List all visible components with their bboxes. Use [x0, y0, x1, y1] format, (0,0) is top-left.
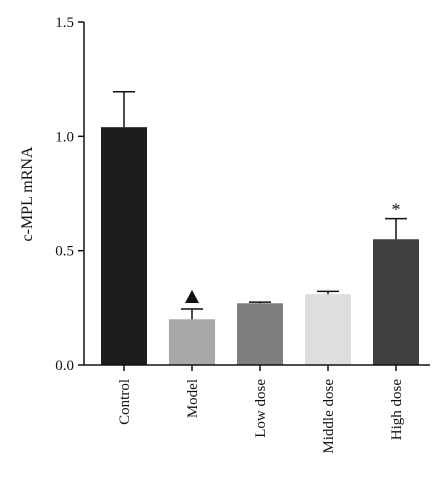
bar-low-dose: [237, 303, 283, 365]
error-bar-middle-dose: [317, 290, 339, 295]
bar-model: [169, 319, 215, 365]
bar-high-dose: [373, 239, 419, 365]
error-bar-model: [181, 308, 203, 320]
x-axis: Control Model Low dose Middle dose High dose: [84, 364, 430, 454]
significance-asterisk: *: [392, 200, 401, 220]
x-tick-label: Middle dose: [321, 379, 337, 454]
error-bar-high-dose: [385, 217, 407, 240]
significance-markers-group: *: [185, 200, 401, 303]
y-axis: 0.0 0.5 1.0 1.5: [55, 15, 85, 374]
error-bars-group: [113, 90, 407, 320]
x-tick-label: High dose: [389, 379, 405, 441]
y-tick-label: 1.0: [55, 129, 74, 145]
x-tick-label: Low dose: [253, 379, 269, 438]
y-tick-label: 1.5: [55, 15, 74, 31]
bars-group: [101, 127, 419, 365]
error-bar-control: [113, 90, 135, 128]
bar-middle-dose: [305, 294, 351, 365]
y-tick-label: 0.0: [55, 358, 74, 374]
error-bar-low-dose: [249, 301, 271, 304]
y-axis-label: c-MPL mRNA: [19, 146, 36, 241]
triangle-marker-icon: [185, 289, 199, 303]
x-tick-label: Model: [185, 379, 201, 418]
bar-control: [101, 127, 147, 365]
x-tick-label: Control: [117, 379, 133, 425]
y-tick-label: 0.5: [55, 244, 74, 260]
